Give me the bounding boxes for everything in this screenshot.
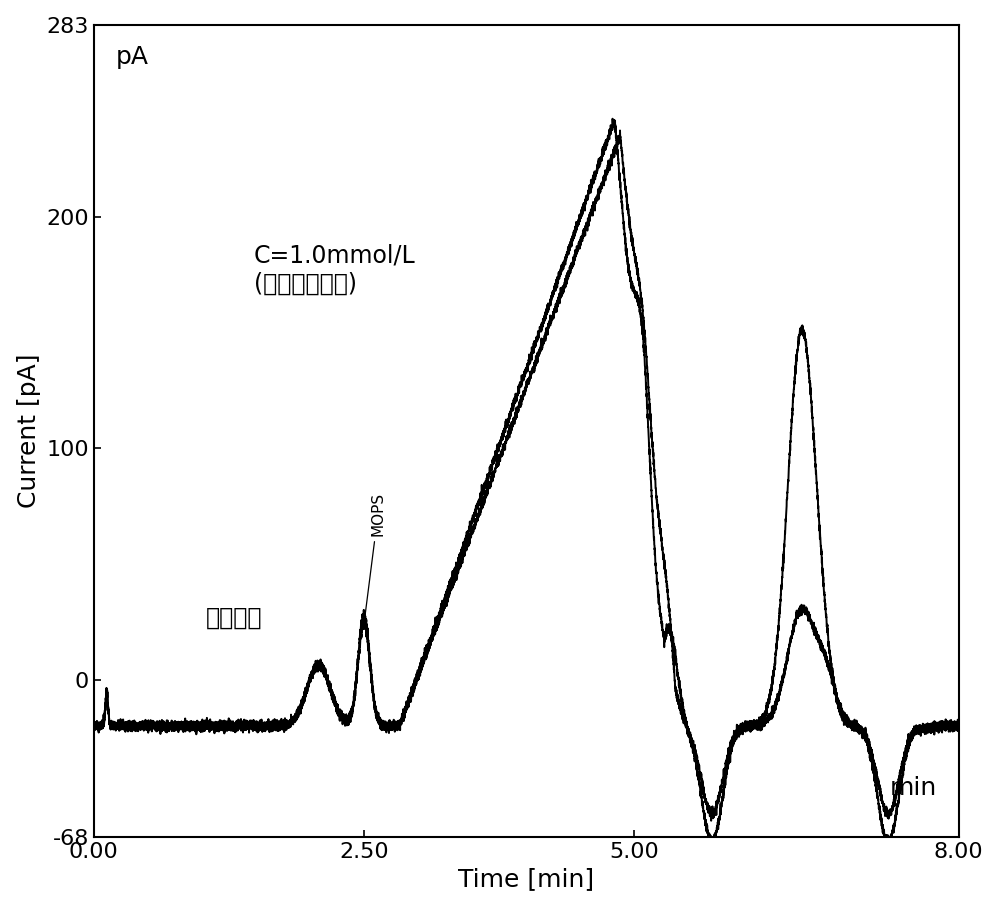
Text: 空白对照: 空白对照 xyxy=(206,606,263,629)
Text: pA: pA xyxy=(115,45,148,69)
Text: MOPS: MOPS xyxy=(364,492,386,621)
X-axis label: Time [min]: Time [min] xyxy=(458,867,594,892)
Text: min: min xyxy=(890,776,937,800)
Y-axis label: Current [pA]: Current [pA] xyxy=(17,353,41,508)
Text: C=1.0mmol/L
(空白对照稀释): C=1.0mmol/L (空白对照稀释) xyxy=(254,244,415,296)
